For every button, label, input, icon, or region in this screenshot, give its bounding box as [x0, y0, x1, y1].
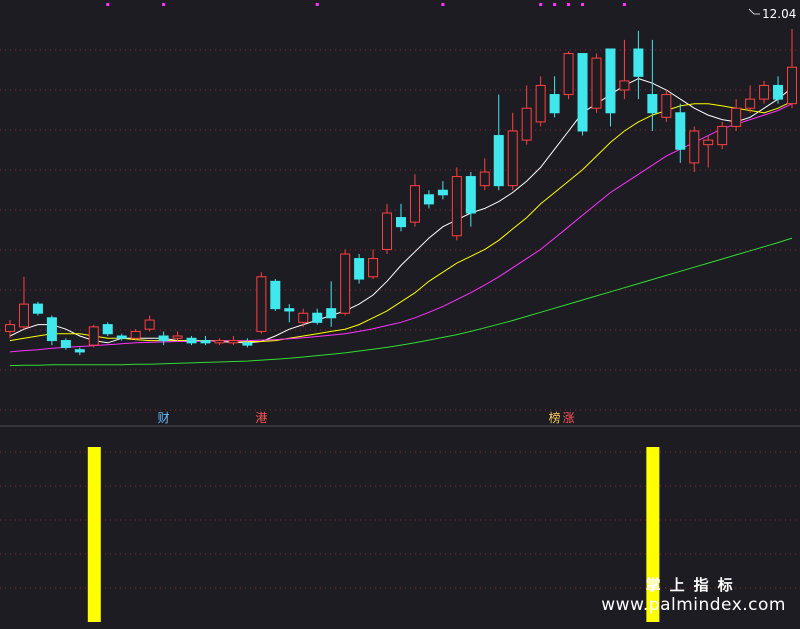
candle-up: [451, 176, 462, 237]
candle-down: [200, 340, 211, 344]
signal-dot: [315, 3, 319, 6]
candle-up: [745, 98, 756, 109]
candle-down: [633, 48, 644, 77]
candle-down: [423, 194, 434, 205]
signal-dot: [539, 3, 543, 6]
candle-up: [479, 171, 490, 187]
candle-up: [759, 84, 770, 100]
candle-down: [549, 94, 560, 114]
candle-up: [689, 130, 700, 164]
candle-up: [256, 276, 267, 332]
candle-up: [521, 107, 532, 141]
candle-up: [368, 258, 379, 278]
candle-down: [396, 217, 406, 228]
signal-dot: [106, 3, 110, 6]
signal-dot: [553, 3, 557, 6]
candle-down: [32, 303, 43, 314]
candle-up: [507, 130, 518, 187]
candle-up: [144, 319, 155, 330]
candle-down: [605, 48, 616, 114]
candle-up: [409, 185, 420, 223]
candle-up: [18, 303, 29, 328]
signal-dot: [567, 3, 571, 6]
signal-dot: [622, 3, 626, 6]
candle-down: [60, 340, 71, 348]
candle-down: [577, 53, 588, 132]
candle-down: [326, 308, 337, 319]
candle-up: [228, 340, 239, 344]
watermark: 掌上指标 www.palmindex.com: [601, 574, 786, 615]
candle-up: [787, 66, 797, 105]
candle-down: [46, 317, 57, 342]
event-marker-label: 财: [158, 411, 170, 425]
candle-up: [703, 139, 714, 146]
candle-down: [675, 112, 686, 150]
candle-down: [270, 280, 281, 310]
candle-down: [102, 324, 113, 335]
candlesticks: [5, 28, 797, 356]
price-label-group: 12.04: [748, 7, 796, 21]
watermark-title: 掌上指标: [645, 576, 742, 594]
event-markers: 财 港 榜涨: [158, 410, 575, 425]
indicator-bar: [87, 447, 101, 622]
indicator-bar: [646, 447, 660, 622]
candle-down: [284, 308, 295, 312]
candle-up: [5, 324, 15, 332]
event-marker-label: 涨: [563, 410, 575, 425]
signal-dot: [581, 3, 585, 6]
event-marker-label: 榜: [549, 410, 561, 425]
indicator-bars: [87, 447, 660, 622]
price-label: 12.04: [762, 7, 796, 21]
grid-lines: [0, 49, 800, 589]
candle-up: [172, 335, 183, 339]
candle-up: [535, 84, 546, 123]
candle-up: [661, 94, 672, 118]
candle-down: [74, 349, 85, 353]
candle-up: [591, 57, 602, 109]
candle-down: [465, 176, 476, 214]
ma60-line: [9, 237, 793, 367]
candle-up: [88, 326, 99, 346]
candle-up: [340, 253, 351, 314]
candle-down: [493, 135, 504, 187]
candle-up: [717, 125, 728, 146]
candle-down: [158, 335, 169, 342]
ma20-line: [9, 103, 793, 353]
event-marker-label: 港: [255, 411, 267, 425]
candle-down: [647, 94, 658, 114]
top-signal-dots: [106, 3, 626, 6]
candle-up: [563, 53, 574, 96]
candle-down: [437, 189, 448, 196]
candle-up: [130, 330, 141, 339]
candle-up: [382, 212, 393, 250]
candle-up: [298, 312, 309, 323]
candle-up: [214, 340, 225, 344]
candle-down: [116, 335, 127, 339]
candle-down: [773, 84, 784, 100]
candle-down: [312, 312, 323, 323]
price-pointer-icon: [748, 8, 760, 15]
candle-up: [619, 80, 630, 91]
candle-up: [731, 107, 742, 127]
signal-dot: [162, 3, 166, 6]
candle-down: [186, 337, 197, 344]
signal-dot: [441, 3, 445, 6]
candle-down: [354, 258, 365, 280]
watermark-url: www.palmindex.com: [601, 595, 786, 615]
candle-down: [242, 342, 253, 346]
